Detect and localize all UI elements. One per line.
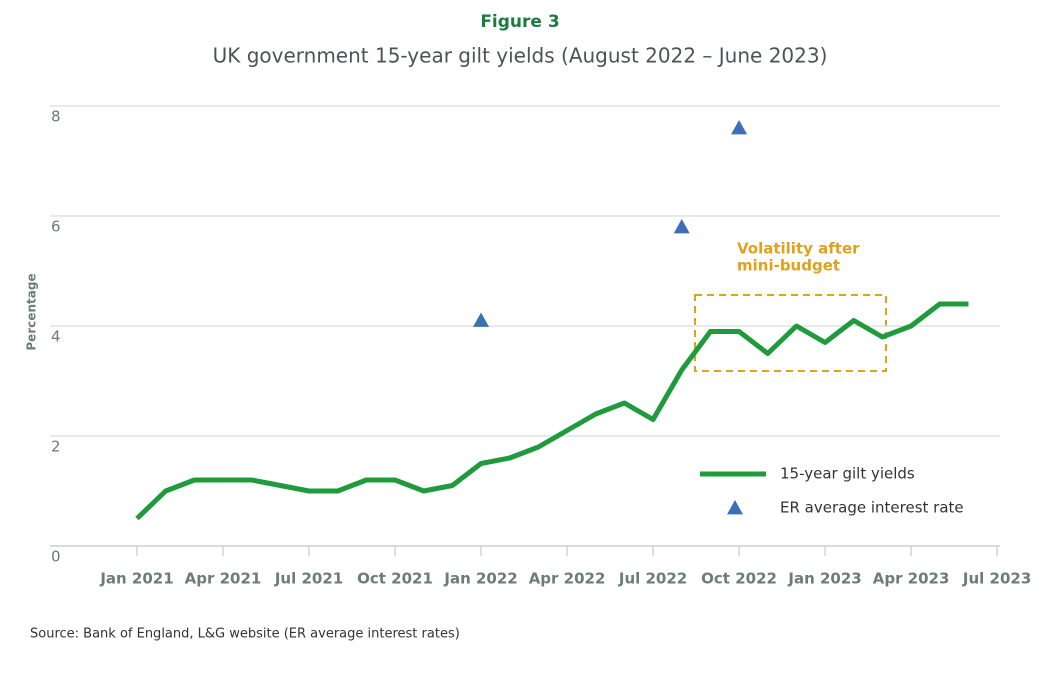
- annotation: mini-budget: [737, 257, 840, 275]
- x-tick-label: Apr 2021: [185, 570, 262, 588]
- data-point: [673, 219, 690, 234]
- figure-label: Figure 3: [480, 12, 559, 32]
- x-tick-label: Jul 2021: [274, 570, 343, 588]
- x-tick-label: Jan 2021: [99, 570, 173, 588]
- y-axis-label: Percentage: [25, 273, 39, 350]
- legend-swatch: [727, 500, 743, 515]
- data-line: [135, 301, 969, 521]
- y-tick-label: 4: [51, 328, 61, 346]
- legend-label: ER average interest rate: [780, 499, 964, 517]
- chart-title: UK government 15-year gilt yields (Augus…: [213, 44, 828, 68]
- x-tick-label: Jul 2023: [962, 570, 1031, 588]
- y-tick-label: 0: [51, 548, 61, 566]
- data-point: [731, 120, 748, 135]
- source-note: Source: Bank of England, L&G website (ER…: [30, 627, 460, 642]
- x-tick-label: Jan 2023: [787, 570, 861, 588]
- x-tick-label: Apr 2022: [529, 570, 606, 588]
- x-tick-label: Oct 2021: [357, 570, 433, 588]
- x-tick-label: Jul 2022: [618, 570, 687, 588]
- legend-label: 15-year gilt yields: [780, 465, 915, 483]
- data-point: [473, 312, 490, 327]
- x-tick-label: Oct 2022: [701, 570, 777, 588]
- y-tick-label: 8: [51, 108, 61, 126]
- annotation: Volatility after: [737, 240, 860, 258]
- y-tick-label: 2: [51, 438, 61, 456]
- y-tick-label: 6: [51, 218, 61, 236]
- x-tick-label: Jan 2022: [443, 570, 517, 588]
- x-tick-label: Apr 2023: [873, 570, 950, 588]
